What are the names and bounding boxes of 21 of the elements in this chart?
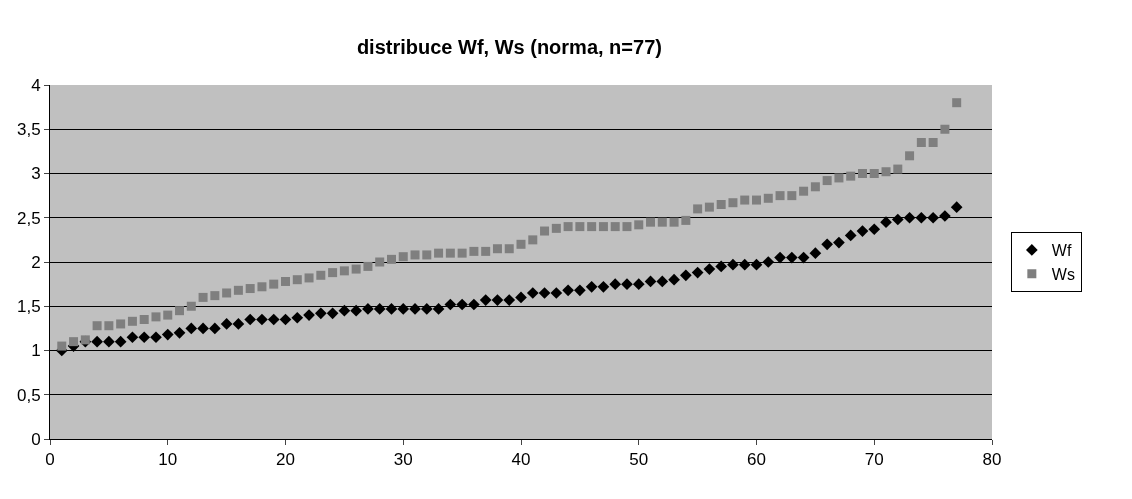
chart-title: distribuce Wf, Ws (norma, n=77)	[356, 35, 662, 58]
y-tick-label: 1,5	[16, 297, 41, 317]
y-tick-label: 0	[31, 429, 41, 449]
y-tick-label: 3,5	[16, 120, 41, 140]
x-tick-label: 30	[393, 450, 413, 470]
x-tick-label: 0	[45, 450, 55, 470]
x-tick-label: 80	[982, 450, 1002, 470]
y-tick-label: 4	[31, 75, 41, 95]
y-tick-label: 0,5	[16, 385, 41, 405]
x-tick-label: 40	[511, 450, 531, 470]
x-tick-label: 20	[276, 450, 295, 470]
y-tick-label: 2,5	[16, 208, 41, 228]
legend-label: Ws	[1051, 265, 1075, 283]
y-tick-label: 2	[31, 252, 41, 272]
x-tick-label: 70	[864, 450, 884, 470]
x-tick-label: 60	[747, 450, 766, 470]
x-tick-label: 50	[629, 450, 649, 470]
y-tick-label: 1	[31, 341, 41, 361]
legend-label: Wf	[1051, 242, 1072, 260]
x-tick-label: 10	[158, 450, 178, 470]
y-tick-label: 3	[31, 164, 41, 184]
